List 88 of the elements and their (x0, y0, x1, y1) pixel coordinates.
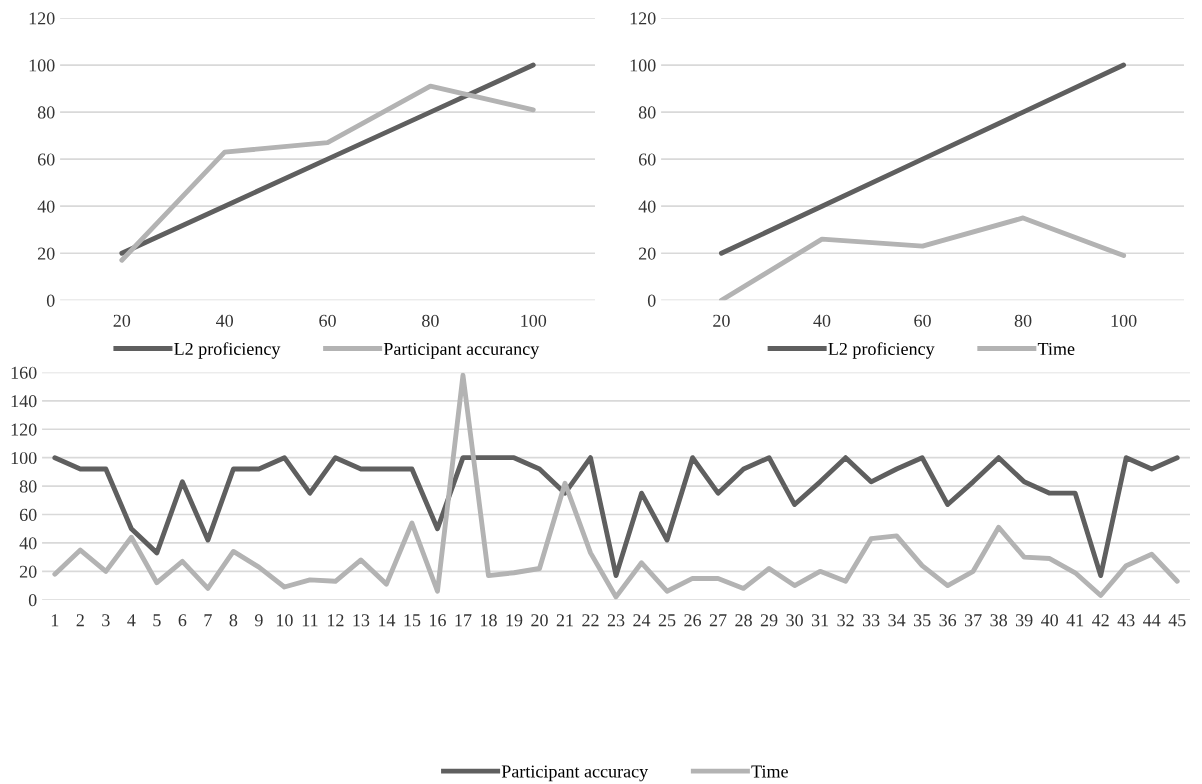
y-tick-label: 100 (29, 59, 55, 72)
legend-label: Participant accuracy (501, 765, 649, 782)
x-tick-label: 30 (786, 614, 803, 627)
x-tick-label: 23 (607, 614, 625, 627)
x-tick-label: 40 (813, 314, 831, 327)
x-tick-label: 80 (1014, 314, 1032, 327)
x-tick-label: 24 (633, 614, 651, 627)
y-tick-label: 120 (11, 423, 37, 436)
x-tick-label: 80 (422, 314, 439, 327)
x-tick-label: 27 (709, 614, 727, 627)
y-tick-label: 80 (19, 480, 37, 493)
x-tick-label: 28 (735, 614, 752, 627)
x-tick-label: 13 (353, 614, 370, 627)
x-tick-label: 43 (1117, 614, 1135, 627)
x-tick-label: 18 (481, 614, 497, 627)
x-tick-label: 5 (153, 614, 161, 627)
x-tick-label: 11 (302, 614, 318, 627)
x-tick-label: 45 (1168, 614, 1186, 627)
x-tick-label: 29 (760, 614, 778, 627)
x-tick-label: 60 (914, 314, 931, 327)
y-tick-label: 60 (19, 508, 37, 521)
x-tick-label: 40 (1041, 614, 1059, 627)
x-tick-label: 34 (888, 614, 906, 627)
x-tick-label: 32 (837, 614, 854, 627)
x-tick-label: 20 (713, 314, 730, 327)
x-tick-label: 7 (204, 614, 212, 627)
legend-label: Participant accurancy (383, 342, 540, 359)
y-tick-label: 20 (37, 247, 55, 260)
legend-label: L2 proficiency (828, 342, 935, 359)
y-tick-label: 20 (638, 247, 656, 260)
x-tick-label: 16 (430, 614, 446, 627)
y-tick-label: 80 (37, 106, 55, 119)
y-tick-label: 80 (638, 106, 656, 119)
x-tick-label: 100 (521, 314, 547, 327)
y-tick-label: 120 (29, 12, 55, 25)
y-tick-label: 40 (37, 200, 55, 213)
x-tick-label: 8 (229, 614, 238, 627)
x-tick-label: 60 (319, 314, 336, 327)
line-series (52, 455, 1180, 579)
x-tick-label: 1 (51, 614, 59, 627)
x-tick-label: 14 (379, 614, 396, 627)
legend-label: Time (1037, 342, 1075, 356)
x-tick-label: 25 (658, 614, 676, 627)
line-series (719, 215, 1127, 301)
x-tick-label: 9 (254, 614, 263, 627)
x-tick-label: 20 (113, 314, 131, 327)
x-tick-label: 38 (990, 614, 1007, 627)
y-tick-label: 100 (630, 59, 656, 72)
x-tick-label: 40 (216, 314, 234, 327)
x-tick-label: 19 (506, 614, 523, 627)
x-tick-label: 37 (964, 614, 982, 627)
x-tick-label: 20 (531, 614, 548, 627)
x-tick-label: 36 (939, 614, 957, 627)
x-tick-label: 42 (1092, 614, 1109, 627)
y-tick-label: 120 (630, 12, 656, 25)
y-tick-label: 140 (11, 395, 37, 408)
y-tick-label: 0 (46, 294, 55, 307)
x-tick-label: 15 (404, 614, 421, 627)
x-tick-label: 12 (327, 614, 344, 627)
x-tick-label: 41 (1066, 614, 1084, 627)
y-tick-label: 40 (19, 537, 37, 550)
x-tick-label: 2 (76, 614, 84, 627)
x-tick-label: 100 (1111, 314, 1137, 327)
y-tick-label: 20 (19, 565, 37, 578)
line-series (52, 372, 1180, 600)
x-tick-label: 31 (811, 614, 829, 627)
y-tick-label: 0 (647, 294, 656, 307)
y-tick-label: 100 (11, 451, 37, 465)
x-tick-label: 26 (684, 614, 702, 627)
x-tick-label: 6 (178, 614, 187, 627)
x-tick-label: 4 (127, 614, 136, 627)
x-tick-label: 22 (582, 614, 599, 627)
x-tick-label: 33 (862, 614, 880, 627)
x-tick-label: 17 (455, 614, 472, 627)
legend-label: Time (751, 765, 788, 778)
x-tick-label: 44 (1143, 614, 1161, 627)
y-tick-label: 60 (638, 153, 656, 166)
y-tick-label: 60 (37, 153, 55, 166)
x-tick-label: 10 (276, 614, 293, 627)
x-tick-label: 21 (556, 614, 573, 627)
y-tick-label: 160 (11, 366, 37, 379)
line-series (719, 62, 1127, 256)
legend-label: L2 proficiency (174, 342, 281, 359)
x-tick-label: 3 (102, 614, 110, 627)
y-tick-label: 0 (28, 594, 37, 607)
x-tick-label: 39 (1016, 614, 1033, 627)
x-tick-label: 35 (913, 614, 931, 627)
y-tick-label: 40 (638, 200, 656, 213)
